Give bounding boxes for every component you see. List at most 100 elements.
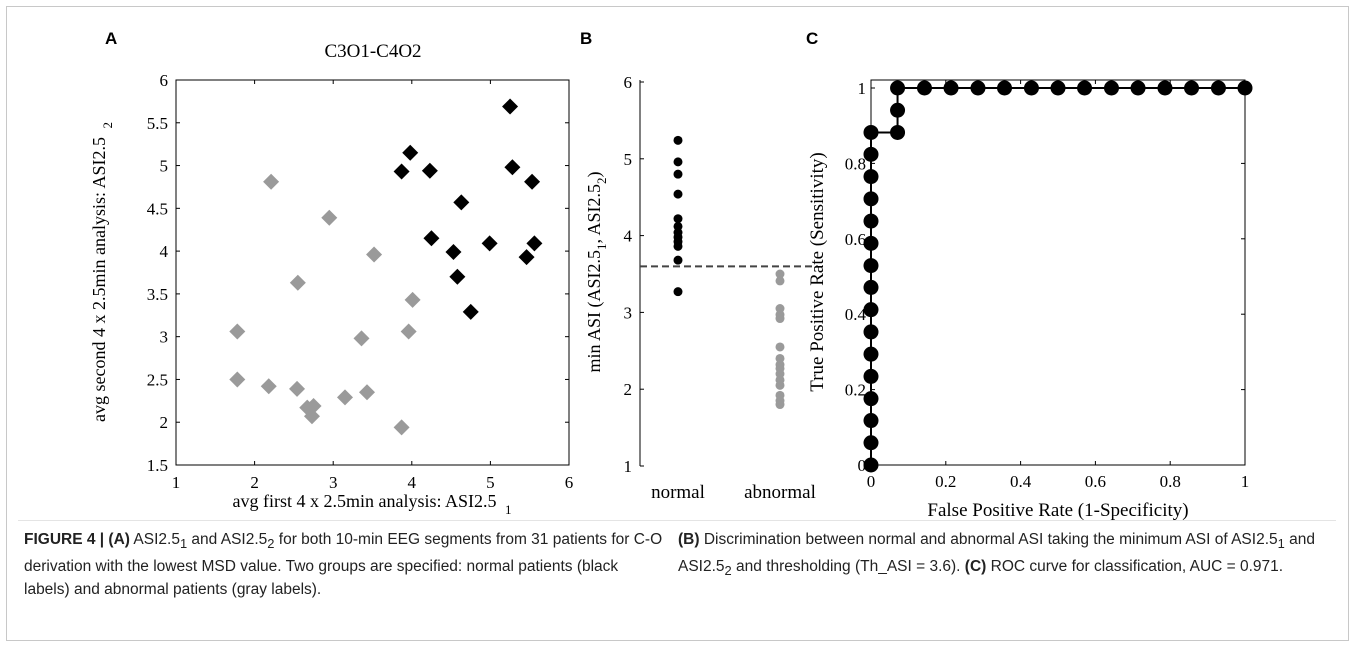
chart-a-points [229, 98, 543, 436]
chart-c-roc-point [863, 324, 879, 340]
chart-b-ytick-label: 3 [624, 303, 633, 322]
chart-a-xtick-label: 6 [565, 473, 574, 492]
chart-c-roc-point [890, 124, 906, 140]
chart-a-diamond-point [353, 330, 370, 347]
chart-a-diamond-point [289, 274, 306, 291]
chart-a-ytick-label: 6 [160, 71, 169, 90]
chart-c-xlabel: False Positive Rate (1-Specificity) [927, 500, 1188, 520]
chart-c-ytick-label: 0.4 [845, 305, 867, 324]
chart-b-category-label: abnormal [744, 482, 816, 503]
chart-c-xtick-label: 0.4 [1010, 472, 1032, 491]
chart-b-ticks: 1 2 3 4 5 6 normal abnormal [624, 73, 818, 503]
caption-left: FIGURE 4 | (A) ASI2.51 and ASI2.52 for b… [24, 528, 664, 601]
chart-a-diamond-point [289, 380, 306, 397]
chart-c-roc-point [863, 169, 879, 185]
chart-b-point [673, 169, 683, 179]
chart-c-ylabel: True Positive Rate (Sensitivity) [807, 152, 828, 391]
chart-a-xtick-label: 4 [408, 473, 417, 492]
chart-a-xtick-label: 2 [250, 473, 259, 492]
chart-b-ylabel-main: min ASI (ASI2.5 [584, 250, 605, 373]
chart-a-ytick-label: 2 [160, 413, 169, 432]
chart-b-point [775, 269, 785, 279]
caption-figure-label: FIGURE 4 | (A) [24, 531, 130, 548]
chart-c-roc-point [863, 124, 879, 140]
chart-a-ylabel-sub: 2 [100, 122, 115, 129]
chart-c-ytick-label: 0.2 [845, 381, 866, 400]
chart-c-roc-point [1157, 80, 1173, 96]
chart-c-roc-point [997, 80, 1013, 96]
chart-a-diamond-point [404, 291, 421, 308]
chart-a-xlabel: avg first 4 x 2.5min analysis: ASI2.5 1 [233, 491, 512, 517]
chart-c-roc-point [1237, 80, 1253, 96]
chart-c-ytick-label: 1 [858, 79, 867, 98]
chart-b-ytick-label: 6 [624, 73, 633, 92]
chart-a-ytick-label: 3.5 [147, 285, 168, 304]
chart-c-xtick-label: 1 [1241, 472, 1250, 491]
chart-a-xtick-label: 5 [486, 473, 495, 492]
chart-a-xlabel-main: avg first 4 x 2.5min analysis: ASI2.5 [233, 491, 497, 511]
chart-a-axes-box [175, 79, 570, 466]
chart-b-point [673, 157, 683, 167]
chart-c-roc-line [870, 87, 1245, 465]
chart-c-axes-box [870, 79, 1246, 466]
chart-c-ticks: 0 0.2 0.4 0.6 0.8 1 0 0.2 0.4 0.6 0.8 1 [845, 79, 1250, 491]
chart-a-ticks: 1 2 3 4 5 6 1.5 2 2.5 3 3.5 4 4.5 5 5.5 6 [147, 71, 574, 492]
panel-label-b: B [580, 29, 592, 48]
caption-left-text-3: for both 10-min EEG segments from 31 pat… [24, 531, 663, 599]
chart-a-xlabel-sub: 1 [505, 502, 512, 517]
caption-right-text-2: and ASI2.5 [678, 531, 1315, 576]
chart-a-ytick-label: 3 [160, 328, 169, 347]
chart-a-diamond-point [260, 378, 277, 395]
chart-c-roc-point [863, 213, 879, 229]
chart-c-ytick-label: 0.6 [845, 230, 866, 249]
caption-right-sub-2: 2 [724, 563, 732, 579]
chart-b-ytick-label: 1 [624, 457, 633, 476]
chart-a-diamond-point [393, 419, 410, 436]
caption-left-sub-1: 1 [179, 536, 188, 552]
chart-b-point [673, 241, 683, 251]
chart-b-point [775, 342, 785, 352]
chart-a-diamond-point [366, 246, 383, 263]
chart-b-point [673, 255, 683, 265]
chart-b-ytick-label: 5 [624, 150, 633, 169]
chart-c-roc-point [1210, 80, 1226, 96]
caption-right-sub-1: 1 [1277, 536, 1285, 552]
chart-c-roc-point [863, 435, 879, 451]
caption-right-text-4: ROC curve for classification, AUC = 0.97… [986, 558, 1284, 576]
caption-right-text-1: Discrimination between normal and abnorm… [699, 531, 1278, 548]
chart-a-diamond-point [421, 162, 438, 179]
caption-left-text-1: ASI2.5 [133, 531, 180, 548]
chart-a-diamond-point [423, 230, 440, 247]
chart-a-diamond-point [453, 194, 470, 211]
chart-b-point [775, 276, 785, 286]
chart-a-diamond-point [462, 303, 479, 320]
chart-c-roc-point [890, 102, 906, 118]
chart-b-point [673, 135, 683, 145]
chart-c-xtick-label: 0.8 [1160, 472, 1181, 491]
caption-left-text-2: and ASI2.5 [187, 531, 268, 548]
chart-a-diamond-point [449, 268, 466, 285]
chart-b-point [673, 214, 683, 224]
chart-a-diamond-point [400, 323, 417, 340]
chart-c-roc-point [1184, 80, 1200, 96]
caption-label-b: (B) [678, 531, 700, 548]
chart-c-roc-point [863, 368, 879, 384]
caption-left-sub-2: 2 [267, 536, 275, 552]
panel-c-roc: 0 0.2 0.4 0.6 0.8 1 0 0.2 0.4 0.6 0.8 1 False Posit… [807, 79, 1253, 520]
chart-a-diamond-point [526, 235, 543, 252]
caption-right: (B) Discrimination between normal and ab… [678, 528, 1328, 582]
chart-b-point [775, 314, 785, 324]
chart-c-roc-point [943, 80, 959, 96]
chart-a-xtick-label: 1 [172, 473, 181, 492]
chart-b-point [673, 189, 683, 199]
chart-c-ytick-label: 0 [858, 456, 867, 475]
chart-a-diamond-point [229, 371, 246, 388]
chart-a-diamond-point [263, 173, 280, 190]
chart-a-ytick-label: 5.5 [147, 114, 168, 133]
chart-c-roc-point [863, 279, 879, 295]
chart-c-ytick-label: 0.8 [845, 154, 866, 173]
chart-a-ytick-label: 2.5 [147, 370, 168, 389]
chart-c-curve [863, 80, 1253, 473]
